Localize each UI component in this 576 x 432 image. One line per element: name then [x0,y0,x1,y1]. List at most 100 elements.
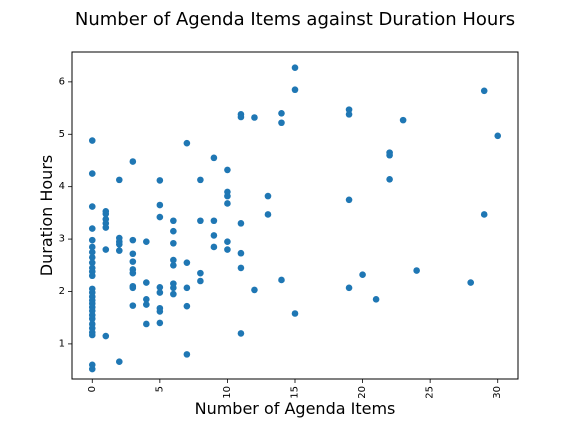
data-point [183,259,191,266]
data-point [210,154,218,162]
data-point [143,238,150,245]
data-points [88,64,502,373]
data-point [237,249,245,257]
data-point [467,279,475,286]
data-point [210,232,218,239]
x-tick-label: 10 [222,386,233,399]
data-point [278,119,285,127]
data-point [345,111,353,118]
data-point [224,166,231,174]
data-point [278,110,285,117]
y-axis-ticks: 1 2 3 4 5 6 [59,76,72,349]
data-point [88,225,96,232]
data-point [88,315,96,323]
data-point [143,301,150,308]
data-point [251,114,258,121]
data-point [88,203,96,210]
data-point [183,351,191,358]
data-point [88,137,96,144]
x-tick-label: 0 [87,386,98,392]
data-point [183,139,191,147]
data-point [197,217,204,225]
data-point [129,158,137,165]
data-point [264,211,272,218]
data-point [156,319,164,327]
y-axis-label: Duration Hours [37,155,56,276]
data-point [197,277,204,285]
data-point [386,151,393,159]
x-axis-ticks: 0 5 10 15 20 25 30 [87,379,503,399]
x-tick-label: 25 [425,386,436,399]
data-point [88,170,96,177]
data-point [156,177,164,184]
data-point [170,256,177,264]
data-point [102,246,110,253]
data-point [102,224,110,231]
x-tick-label: 5 [154,386,165,392]
data-point [116,241,123,248]
data-point [88,365,96,373]
data-point [224,200,231,207]
data-point [359,271,366,279]
data-point [224,238,231,245]
data-point [399,116,407,124]
data-point [494,132,502,140]
data-point [143,279,150,286]
data-point [210,243,218,251]
data-point [156,283,164,291]
data-point [291,86,299,94]
data-point [170,239,177,247]
data-point [129,258,137,265]
y-tick-label: 6 [59,76,65,87]
data-point [88,272,96,280]
data-point [170,261,177,269]
data-point [224,246,231,253]
data-point [345,196,353,204]
data-point [480,211,488,218]
y-tick-label: 2 [59,286,65,297]
y-tick-label: 3 [59,234,65,245]
data-point [372,296,380,303]
data-point [386,176,393,183]
data-point [129,284,137,292]
data-point [170,284,177,292]
data-point [237,113,245,121]
data-point [88,259,96,266]
data-point [237,220,245,227]
x-axis-label: Number of Agenda Items [195,399,396,418]
data-point [197,269,204,277]
data-point [224,192,231,200]
data-point [170,290,177,298]
data-point [197,176,204,184]
data-point [183,302,191,310]
data-point [264,192,272,200]
data-point [143,296,150,303]
y-tick-label: 4 [59,181,65,192]
data-point [278,276,285,284]
data-point [345,284,353,292]
data-point [143,320,150,328]
data-point [156,201,164,209]
data-point [237,330,245,337]
data-point [480,87,488,95]
data-point [170,227,177,235]
data-point [102,332,110,340]
data-point [291,310,299,317]
data-point [129,269,137,277]
data-point [129,250,137,258]
data-point [183,284,191,292]
x-tick-label: 20 [357,386,368,399]
data-point [116,358,123,366]
data-point [88,243,96,251]
y-tick-label: 1 [59,338,65,349]
data-point [156,213,164,221]
data-point [345,106,353,113]
data-point [251,286,258,294]
y-tick-label: 5 [59,129,65,140]
data-point [210,217,218,225]
data-point [129,236,137,244]
data-point [88,331,96,339]
data-point [156,289,164,296]
data-point [116,247,123,254]
chart-title: Number of Agenda Items against Duration … [75,9,515,30]
